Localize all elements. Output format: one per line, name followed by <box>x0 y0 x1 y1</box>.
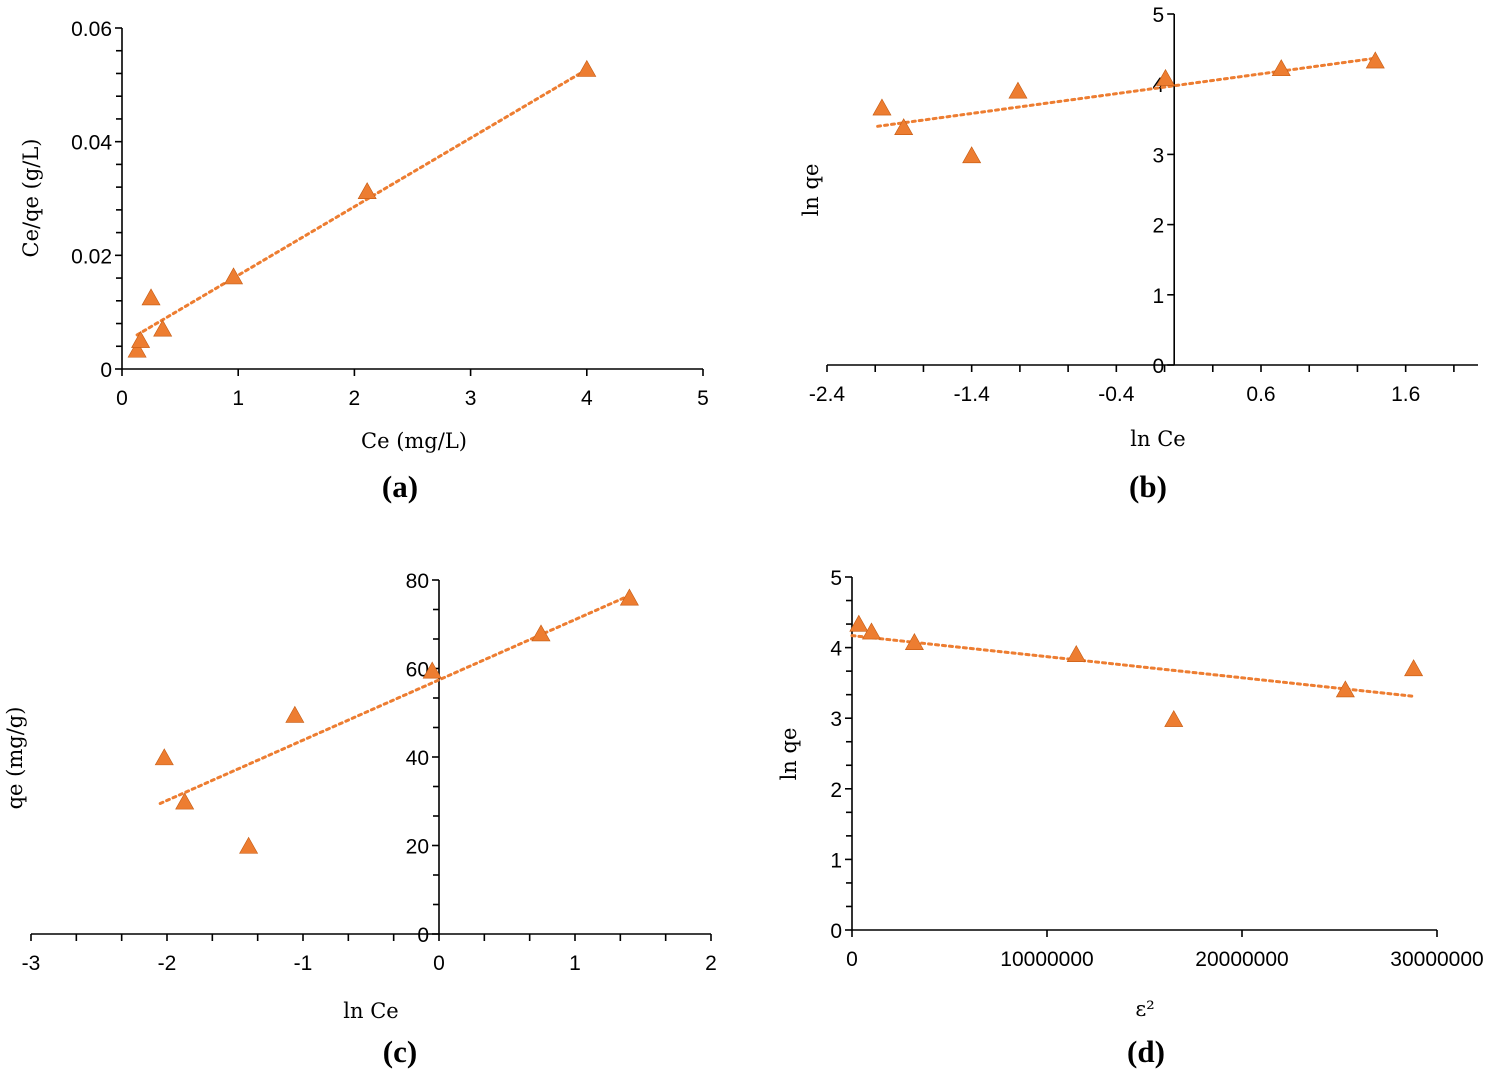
x-axis-label: ε² <box>1135 997 1154 1021</box>
y-tick-label: 4 <box>830 638 842 661</box>
x-tick-label: 1 <box>232 387 244 410</box>
data-point-marker <box>127 340 147 358</box>
data-point-marker <box>1335 680 1355 698</box>
chart-panel-d: 0 10000000 20000000 30000000 0 1 2 3 4 5 ε² ln qe (d… <box>777 567 1484 1069</box>
x-tick-label: 10000000 <box>1000 948 1093 971</box>
data-point-marker <box>861 622 882 640</box>
data-point-marker <box>357 182 377 199</box>
y-axis-label: ln qe <box>799 164 823 217</box>
y-tick-label: 3 <box>1153 144 1165 167</box>
x-tick-label: 0 <box>116 387 128 410</box>
x-tick-label: 5 <box>697 387 709 410</box>
x-tick-label: 2 <box>349 387 361 410</box>
data-point-marker <box>1404 659 1424 677</box>
y-tick-label: 20 <box>406 836 429 859</box>
x-tick-label: 0 <box>846 948 858 971</box>
data-point-marker <box>224 267 244 285</box>
x-tick-label: 0 <box>433 952 445 975</box>
y-tick-label: 0 <box>830 920 842 943</box>
data-point-marker <box>285 705 305 723</box>
y-tick-label: 80 <box>406 570 429 593</box>
y-tick-label: 0 <box>417 924 429 947</box>
x-tick-label: -2 <box>158 952 177 975</box>
y-axis-label: qe (mg/g) <box>3 707 27 810</box>
data-point-marker <box>153 319 173 337</box>
data-point-marker <box>619 588 639 606</box>
y-tick-label: 1 <box>830 849 842 872</box>
y-tick-label: 0.04 <box>71 132 112 155</box>
y-tick-label: 60 <box>406 659 429 682</box>
y-tick-label: 0 <box>1153 355 1165 378</box>
data-point-marker <box>175 792 195 810</box>
panel-label: (a) <box>382 469 418 504</box>
trendline <box>158 593 631 805</box>
data-point-marker <box>962 146 982 164</box>
x-tick-label: 3 <box>465 387 477 410</box>
data-point-marker <box>1156 68 1176 86</box>
y-axis-label: ln qe <box>777 728 801 781</box>
y-tick-label: 0 <box>100 359 112 382</box>
data-point-marker <box>1365 51 1385 69</box>
x-tick-label: 1 <box>569 952 581 975</box>
x-axis-label: ln Ce <box>343 999 398 1023</box>
x-tick-label: -1.4 <box>954 383 991 406</box>
x-tick-label: -1 <box>294 952 313 975</box>
x-axis-label: Ce (mg/L) <box>361 429 467 453</box>
data-point-marker <box>1066 645 1086 662</box>
x-tick-label: 1.6 <box>1391 383 1420 406</box>
y-tick-label: 5 <box>1153 4 1165 27</box>
trendline <box>876 56 1377 128</box>
x-tick-label: 2 <box>705 952 717 975</box>
y-tick-label: 5 <box>830 567 842 590</box>
x-tick-label: -2.4 <box>809 383 846 406</box>
data-point-marker <box>239 836 259 854</box>
x-tick-label: -3 <box>22 952 41 975</box>
data-point-marker <box>531 624 551 642</box>
x-tick-label: 0.6 <box>1246 383 1275 406</box>
trendline <box>135 67 589 337</box>
data-point-marker <box>577 59 597 77</box>
data-point-marker <box>849 614 869 632</box>
data-point-marker <box>141 288 161 306</box>
panel-label: (d) <box>1127 1034 1165 1069</box>
x-tick-label: 20000000 <box>1195 948 1288 971</box>
y-tick-label: 40 <box>406 747 429 770</box>
y-tick-label: 3 <box>830 708 842 731</box>
data-point-marker <box>1164 710 1184 727</box>
data-point-marker <box>1271 59 1291 77</box>
data-point-marker <box>422 661 442 679</box>
trendline <box>850 634 1416 698</box>
data-point-marker <box>1008 81 1028 99</box>
panel-label: (c) <box>383 1034 417 1069</box>
data-point-marker <box>904 633 924 650</box>
y-tick-label: 2 <box>1153 215 1165 238</box>
y-axis-label: Ce/qe (g/L) <box>19 139 43 258</box>
data-point-marker <box>131 330 151 348</box>
y-tick-label: 2 <box>830 779 842 802</box>
x-tick-label: -0.4 <box>1098 383 1135 406</box>
y-tick-label: 0.02 <box>71 245 112 268</box>
x-tick-label: 4 <box>581 387 593 410</box>
panel-label: (b) <box>1129 469 1167 504</box>
y-tick-label: 0.06 <box>71 18 112 41</box>
y-tick-label: 1 <box>1153 285 1165 308</box>
data-point-marker <box>872 98 892 116</box>
x-tick-label: 30000000 <box>1390 948 1483 971</box>
chart-panel-a: 0 1 2 3 4 5 0 0.02 0.04 0.06 Ce (mg/L) Ce/qe (g/L) (… <box>19 18 709 504</box>
data-point-marker <box>154 748 174 766</box>
x-axis-label: ln Ce <box>1130 427 1185 451</box>
data-point-marker <box>894 118 914 136</box>
